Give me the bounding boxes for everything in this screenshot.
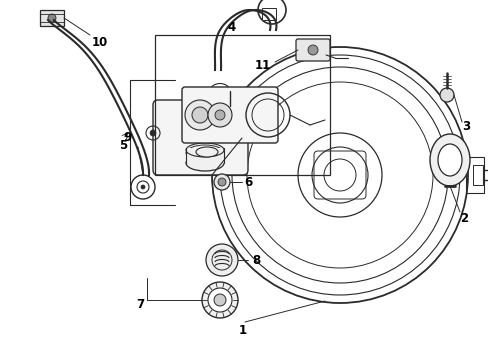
Circle shape bbox=[307, 45, 317, 55]
Text: 3: 3 bbox=[461, 120, 469, 132]
Circle shape bbox=[214, 174, 229, 190]
Text: 6: 6 bbox=[244, 176, 252, 189]
Circle shape bbox=[150, 130, 156, 136]
Circle shape bbox=[141, 185, 145, 189]
Text: 10: 10 bbox=[92, 36, 108, 49]
Circle shape bbox=[192, 107, 207, 123]
Ellipse shape bbox=[429, 134, 469, 186]
Circle shape bbox=[439, 88, 453, 102]
Circle shape bbox=[48, 14, 56, 22]
Circle shape bbox=[205, 244, 238, 276]
Bar bbox=[40, 10, 64, 26]
Circle shape bbox=[202, 282, 238, 318]
Text: 11: 11 bbox=[254, 59, 270, 72]
Bar bbox=[155, 35, 329, 175]
Text: 7: 7 bbox=[136, 297, 144, 310]
Ellipse shape bbox=[185, 155, 224, 171]
Text: 1: 1 bbox=[239, 324, 246, 337]
Bar bbox=[185, 148, 224, 163]
Bar bbox=[465, 157, 483, 193]
Circle shape bbox=[214, 294, 225, 306]
Bar bbox=[472, 165, 482, 185]
Text: 2: 2 bbox=[459, 212, 467, 225]
Circle shape bbox=[207, 288, 231, 312]
Text: 8: 8 bbox=[251, 253, 260, 266]
Circle shape bbox=[184, 100, 215, 130]
Ellipse shape bbox=[196, 147, 218, 157]
FancyBboxPatch shape bbox=[182, 87, 278, 143]
Text: 9: 9 bbox=[123, 131, 132, 144]
Text: 4: 4 bbox=[227, 21, 236, 33]
Text: 5: 5 bbox=[119, 139, 127, 152]
Circle shape bbox=[215, 110, 224, 120]
Circle shape bbox=[207, 103, 231, 127]
FancyBboxPatch shape bbox=[295, 39, 329, 61]
Bar bbox=[262, 8, 275, 20]
FancyBboxPatch shape bbox=[153, 100, 247, 175]
Circle shape bbox=[218, 178, 225, 186]
Ellipse shape bbox=[437, 144, 461, 176]
